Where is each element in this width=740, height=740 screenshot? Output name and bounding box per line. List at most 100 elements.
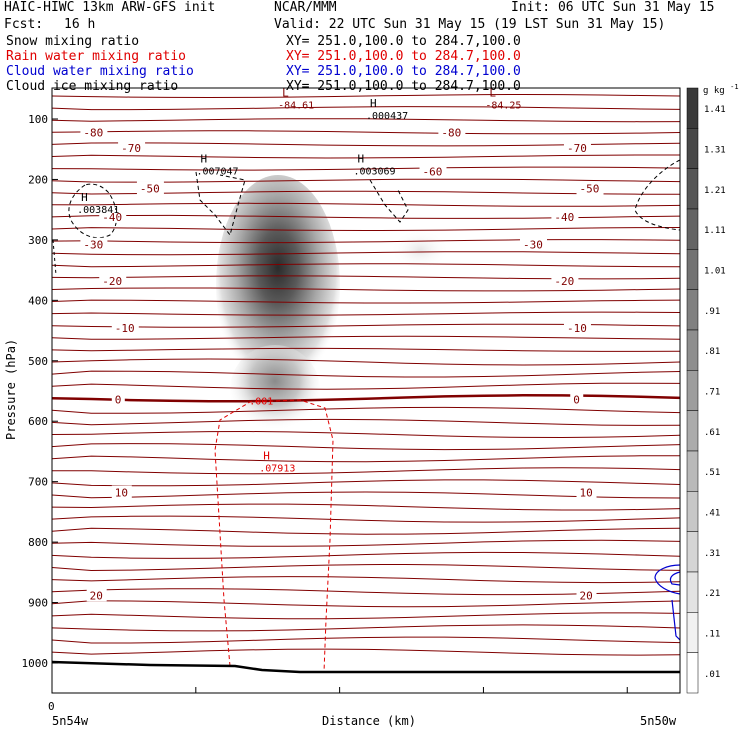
extremum-symbol: L (489, 87, 496, 100)
valid-time: Valid: 22 UTC Sun 31 May 15 (19 LST Sun … (274, 17, 666, 32)
y-tick-label: 500 (28, 355, 48, 368)
isotherm-line (52, 263, 680, 268)
isotherm-line (52, 382, 680, 390)
isotherm-line (52, 406, 680, 414)
colorbar-level-label: .21 (704, 589, 720, 599)
rain-contour (214, 399, 334, 673)
legend-cloudwater-label: Cloud water mixing ratio (6, 64, 194, 79)
y-tick-label: 1000 (22, 657, 49, 670)
ice-contour-center-right (369, 179, 409, 223)
colorbar-swatch (686, 370, 699, 411)
colorbar-swatch (686, 168, 699, 210)
label-bg (520, 237, 547, 251)
isotherm-label: -60 (423, 166, 443, 179)
colorbar-level-label: .61 (704, 428, 720, 438)
fcst-label: Fcst: (4, 17, 44, 32)
contour-labels: -80 -80 -70 -70 -60 -50 -50 -40 -40 -30 -30 -20 -20 -… (77, 87, 604, 602)
isotherm-line (52, 93, 680, 99)
isotherm-line (52, 600, 680, 608)
isotherm-label: -30 (83, 239, 103, 252)
isotherm-label: -70 (567, 142, 587, 155)
legend-rain-xy: XY= 251.0,100.0 to 284.7,100.0 (286, 49, 521, 64)
isotherm-label: -50 (580, 183, 600, 196)
isotherm-line (52, 443, 680, 451)
colorbar-swatch (686, 410, 699, 452)
colorbar-level-label: 1.21 (704, 186, 726, 196)
y-tick-label: 100 (28, 113, 48, 126)
colorbar-unit: g kg -1 (703, 83, 739, 96)
isotherm-line (52, 370, 680, 378)
isotherm-line (52, 648, 680, 656)
label-bg (86, 588, 107, 602)
isotherm-line (52, 275, 680, 280)
extremum-value: .003841 (77, 205, 119, 216)
isotherm-line (52, 539, 680, 547)
colorbar-swatch (686, 249, 699, 290)
colorbar-swatch (686, 531, 699, 573)
terrain-surface (52, 660, 680, 674)
isotherm-line (52, 214, 680, 219)
colorbar-swatch (686, 87, 699, 129)
isotherm-label: -70 (121, 142, 141, 155)
isotherm-label: 20 (90, 589, 103, 602)
isotherm-line (52, 118, 680, 123)
x-right-location: 5n50w (640, 714, 677, 728)
label-bg (136, 181, 164, 195)
colorbar-level-label: .31 (704, 549, 720, 559)
colorbar-swatch (686, 491, 699, 532)
isotherm-label: -40 (102, 211, 122, 224)
extremum-symbol: H (81, 191, 88, 204)
label-bg (576, 181, 604, 195)
colorbar-level-label: .81 (704, 347, 720, 357)
isotherm-line (52, 455, 680, 463)
y-tick-label: 800 (28, 536, 48, 549)
colorbar-swatch (686, 289, 699, 331)
colorbar-level-label: .51 (704, 468, 720, 478)
colorbar-swatch (686, 652, 699, 694)
rain-contour-label: .001 (249, 397, 273, 408)
colorbar-level-label: .01 (704, 670, 720, 680)
label-bg (99, 273, 127, 287)
y-tick-label: 300 (28, 234, 48, 247)
label-bg (118, 141, 146, 155)
extremum-value: -84.25 (485, 101, 521, 112)
label-bg (563, 321, 591, 335)
colorbar: g kg -1 1.41 1.31 1.21 1.11 1.01 .91 .81 .71 .61… (686, 83, 739, 694)
isotherm-label: -50 (140, 183, 160, 196)
extremum-value: .07913 (259, 463, 295, 474)
extremum-symbol: H (200, 153, 207, 166)
colorbar-level-label: 1.01 (704, 267, 726, 277)
extremum-value: .000437 (366, 111, 408, 122)
label-bg (576, 588, 597, 602)
model-title: HAIC-HIWC 13km ARW-GFS init (4, 0, 216, 15)
y-tick-label: 600 (28, 415, 48, 428)
isotherm-line (52, 106, 680, 111)
isotherm-line (52, 418, 680, 426)
legend-snow-xy: XY= 251.0,100.0 to 284.7,100.0 (286, 34, 521, 49)
label-bg (419, 164, 447, 178)
y-tick-label: 400 (28, 294, 48, 307)
ice-contour-left-edge (52, 239, 57, 276)
colorbar-level-label: .11 (704, 630, 720, 640)
isotherm-label: -80 (83, 126, 103, 139)
isotherm-line (52, 347, 680, 352)
isotherm-label: 10 (115, 487, 128, 500)
label-bg (111, 392, 125, 406)
isotherm-label: -80 (441, 126, 461, 139)
label-bg (563, 141, 591, 155)
isotherm-label: -10 (567, 322, 587, 335)
label-bg (570, 392, 584, 406)
y-axis-label: Pressure (hPa) (4, 339, 18, 440)
label-bg (438, 125, 466, 139)
label-bg (551, 209, 579, 223)
isotherm-line (52, 479, 680, 487)
isotherm-line (52, 430, 680, 439)
colorbar-level-label: .71 (704, 388, 720, 398)
isotherm-line (52, 503, 680, 511)
legend-rain-label: Rain water mixing ratio (6, 49, 187, 64)
isotherm-line (52, 311, 680, 316)
isotherm-line (52, 576, 680, 584)
hydrometeor-contours (52, 159, 680, 674)
y-tick-label: 900 (28, 597, 48, 610)
